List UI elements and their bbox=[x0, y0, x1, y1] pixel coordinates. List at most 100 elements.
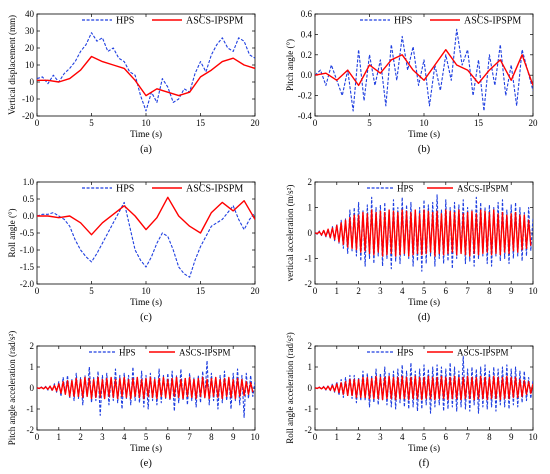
y-tick-label: 0 bbox=[308, 383, 313, 393]
x-axis-label: Time (s) bbox=[408, 129, 440, 140]
y-tick-label: -2 bbox=[27, 425, 35, 435]
series-line-hps bbox=[315, 28, 533, 112]
x-tick-label: 9 bbox=[509, 286, 514, 296]
y-tick-label: -0.2 bbox=[298, 91, 312, 101]
series-line-hps bbox=[315, 194, 533, 272]
y-tick-label: -2 bbox=[305, 425, 313, 435]
x-axis-label: Time (s) bbox=[408, 297, 440, 308]
x-tick-label: 9 bbox=[509, 432, 514, 442]
y-tick-label: -10 bbox=[22, 94, 34, 104]
x-tick-label: 15 bbox=[196, 286, 206, 296]
legend: HPS ASCS-IPSPM bbox=[82, 16, 243, 27]
x-tick-label: 6 bbox=[166, 432, 171, 442]
x-tick-label: 15 bbox=[474, 118, 484, 128]
panel-caption: (b) bbox=[418, 144, 431, 155]
x-tick-label: 4 bbox=[400, 432, 405, 442]
x-axis-label: Time (s) bbox=[408, 443, 440, 454]
x-tick-label: 0 bbox=[313, 286, 318, 296]
y-tick-label: -20 bbox=[22, 111, 34, 121]
y-axis-label: vertical acceleration (m/s²) bbox=[285, 185, 295, 282]
x-tick-label: 2 bbox=[78, 432, 83, 442]
x-tick-label: 1 bbox=[335, 286, 340, 296]
panel-caption: (f) bbox=[419, 458, 430, 469]
x-tick-label: 4 bbox=[122, 432, 127, 442]
y-tick-label: 20 bbox=[25, 43, 35, 53]
chart-panel-b: 0 5 10 15 20 -0.4 -0.2 0.0 0.2 0.4 0.6 HPS ASCS-IPSP… bbox=[285, 9, 538, 155]
x-tick-label: 5 bbox=[89, 118, 94, 128]
legend-label-hps: HPS bbox=[119, 348, 136, 358]
y-tick-label: -1 bbox=[27, 404, 35, 414]
y-tick-label: -1.5 bbox=[20, 262, 35, 272]
plot-frame bbox=[36, 181, 256, 285]
x-tick-label: 3 bbox=[378, 286, 383, 296]
y-tick-label: 0 bbox=[30, 77, 35, 87]
legend-label-hps: HPS bbox=[116, 16, 134, 27]
x-tick-label: 0 bbox=[313, 118, 318, 128]
x-tick-label: 20 bbox=[529, 118, 539, 128]
y-tick-label: 2 bbox=[308, 177, 313, 187]
x-tick-label: 7 bbox=[187, 432, 192, 442]
x-tick-label: 10 bbox=[420, 118, 430, 128]
legend: HPS ASCS-IPSPM bbox=[360, 16, 521, 27]
series-line-ascs-ipspm bbox=[315, 375, 533, 401]
y-tick-label: 0.0 bbox=[301, 70, 313, 80]
x-axis-label: Time (s) bbox=[130, 443, 162, 454]
x-tick-label: 10 bbox=[142, 286, 152, 296]
chart-panel-a: 0 5 10 15 20 -20 -10 0 10 20 30 40 HPS ASCS-IPSPM Time… bbox=[7, 9, 260, 155]
y-tick-label: 10 bbox=[25, 60, 35, 70]
legend-label-ascs-ipspm: ASCS-IPSPM bbox=[186, 16, 243, 27]
x-tick-label: 20 bbox=[251, 118, 261, 128]
legend-label-ascs-ipspm: ASCS-IPSPM bbox=[186, 184, 243, 195]
series-line-ascs-ipspm bbox=[37, 196, 255, 236]
y-tick-label: 0.5 bbox=[23, 194, 35, 204]
x-tick-label: 10 bbox=[142, 118, 152, 128]
legend-label-hps: HPS bbox=[394, 16, 412, 27]
x-tick-label: 10 bbox=[251, 432, 261, 442]
x-tick-label: 1 bbox=[335, 432, 340, 442]
legend-label-ascs-ipspm: ASCS-IPSPM bbox=[457, 184, 509, 194]
x-tick-label: 7 bbox=[465, 432, 470, 442]
y-tick-label: 2 bbox=[308, 341, 313, 351]
series-line-ascs-ipspm bbox=[315, 209, 532, 257]
y-tick-label: -0.4 bbox=[298, 111, 313, 121]
x-tick-label: 6 bbox=[444, 432, 449, 442]
series-line-hps bbox=[37, 360, 255, 418]
y-axis-label: Pitch angle (°) bbox=[285, 39, 295, 91]
x-tick-label: 6 bbox=[444, 286, 449, 296]
x-axis-label: Time (s) bbox=[130, 129, 162, 140]
y-tick-label: 0.2 bbox=[301, 50, 312, 60]
x-tick-label: 3 bbox=[100, 432, 105, 442]
chart-panel-c: 0 5 10 15 20 -2.0 -1.5 -1.0 -0.5 0.0 0.5 1.0 HPS ASCS… bbox=[7, 177, 260, 323]
legend: HPS ASCS-IPSPM bbox=[367, 184, 509, 194]
y-tick-label: 1 bbox=[308, 362, 313, 372]
y-axis-label: Vertical displacement (mm) bbox=[7, 15, 17, 115]
y-tick-label: -2 bbox=[305, 279, 313, 289]
plot-frame bbox=[36, 13, 256, 117]
series-line-hps bbox=[315, 355, 533, 414]
x-tick-label: 5 bbox=[422, 286, 427, 296]
y-tick-label: -0.5 bbox=[20, 228, 35, 238]
legend-label-hps: HPS bbox=[116, 184, 134, 195]
y-axis-label: Roll angle acceleration (rad/s²) bbox=[285, 332, 295, 443]
y-tick-label: 0.0 bbox=[23, 211, 35, 221]
x-tick-label: 8 bbox=[487, 286, 492, 296]
y-axis-label: Pitch angle acceleration (rad/s²) bbox=[7, 331, 17, 445]
series-line-ascs-ipspm bbox=[315, 49, 533, 87]
y-tick-label: 0 bbox=[30, 383, 35, 393]
plot-frame bbox=[36, 345, 256, 431]
x-tick-label: 4 bbox=[400, 286, 405, 296]
legend-label-ascs-ipspm: ASCS-IPSPM bbox=[464, 16, 521, 27]
y-tick-label: 2 bbox=[30, 341, 35, 351]
series-line-ascs-ipspm bbox=[37, 55, 255, 97]
x-tick-label: 2 bbox=[356, 432, 361, 442]
y-tick-label: -1.0 bbox=[20, 245, 35, 255]
y-tick-label: 1.0 bbox=[23, 177, 35, 187]
x-tick-label: 5 bbox=[89, 286, 94, 296]
y-axis-label: Roll angle (°) bbox=[7, 208, 17, 257]
x-tick-label: 5 bbox=[367, 118, 372, 128]
y-tick-label: 1 bbox=[30, 362, 35, 372]
legend-label-ascs-ipspm: ASCS-IPSPM bbox=[179, 348, 231, 358]
legend: HPS ASCS-IPSPM bbox=[367, 348, 509, 358]
series-line-ascs-ipspm bbox=[37, 376, 254, 400]
y-tick-label: 40 bbox=[25, 9, 35, 19]
